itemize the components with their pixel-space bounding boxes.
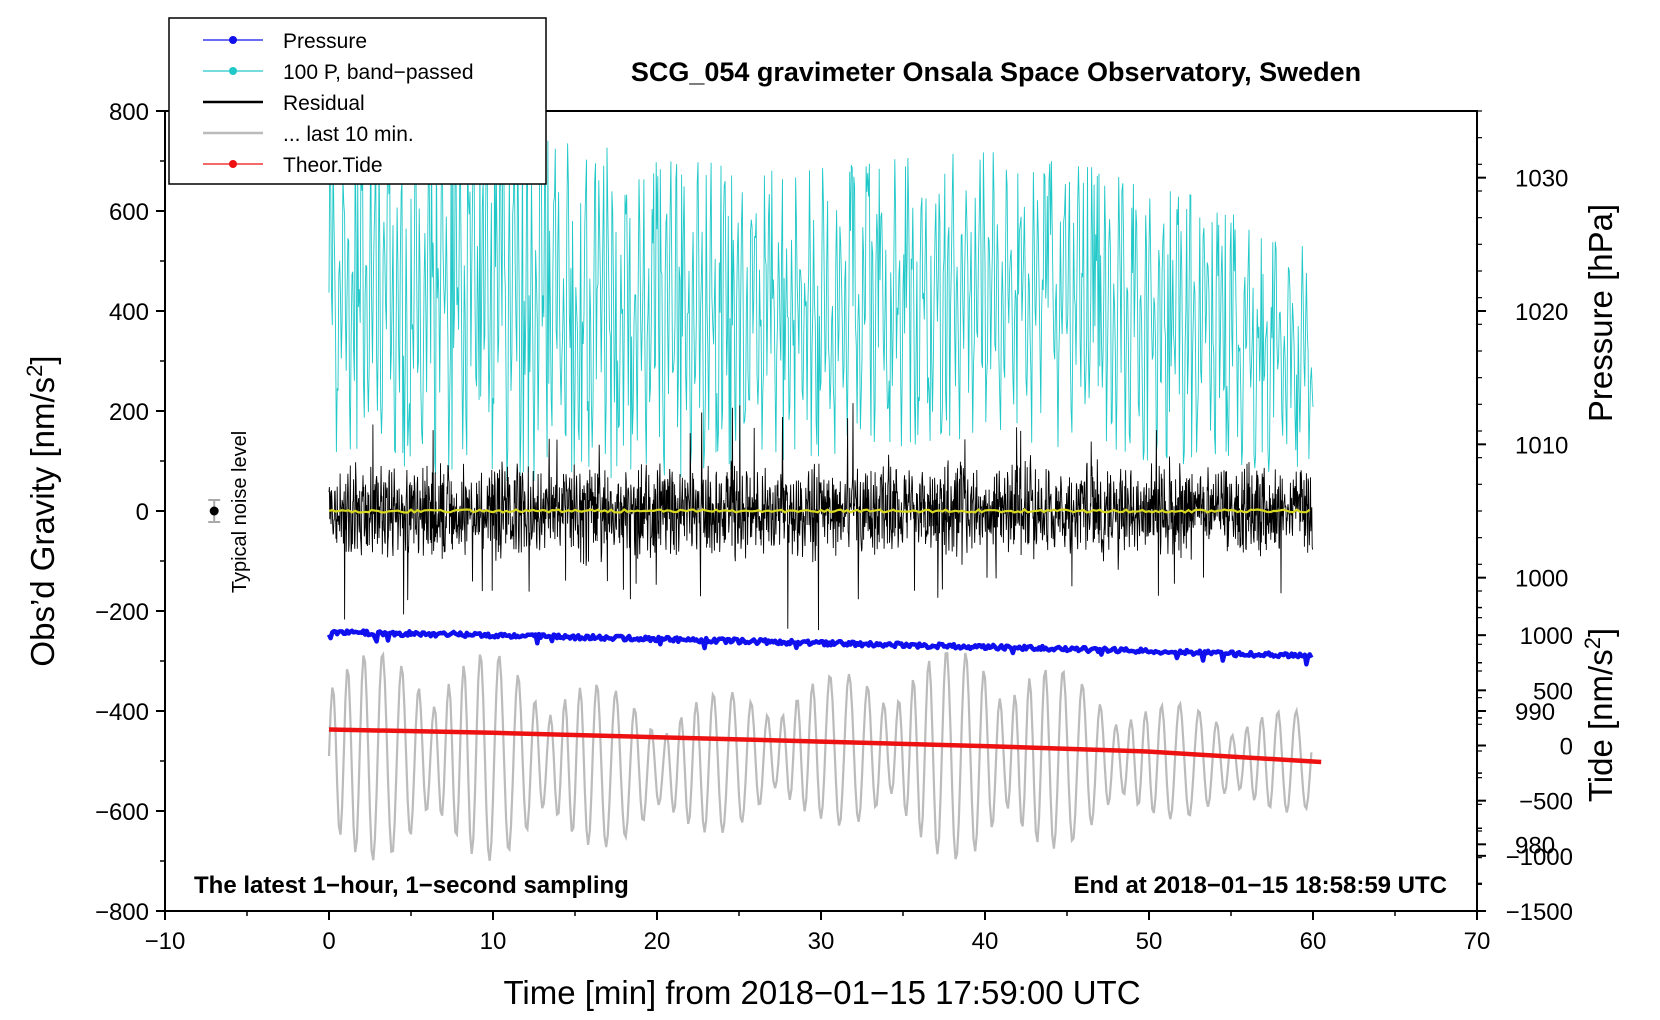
- y-right-pressure-tick-label: 1020: [1515, 299, 1568, 326]
- y-right-pressure-tick-label: 1030: [1515, 166, 1568, 193]
- y-left-tick-label: −600: [95, 799, 149, 826]
- x-tick-label: 20: [644, 928, 671, 955]
- x-tick-label: 50: [1136, 928, 1163, 955]
- legend-label-100-p-band-passed: 100 P, band−passed: [283, 61, 474, 84]
- y-left-tick-label: 200: [109, 399, 149, 426]
- bottom-left-note: The latest 1−hour, 1−second sampling: [194, 872, 629, 899]
- chart-title: SCG_054 gravimeter Onsala Space Observat…: [631, 57, 1361, 87]
- y-axis-right-tide-title: Tide [nm/s2]: [1580, 628, 1620, 802]
- x-tick-label: −10: [145, 928, 186, 955]
- x-tick-label: 30: [808, 928, 835, 955]
- y-right-tide-tick-label: 500: [1533, 678, 1573, 705]
- legend-label-last-10-min: ... last 10 min.: [283, 123, 414, 146]
- y-left-tick-label: −200: [95, 599, 149, 626]
- x-tick-label: 0: [322, 928, 335, 955]
- legend: Pressure 100 P, band−passed Residual ... la…: [168, 17, 547, 185]
- series-smoothed-residual-line: [328, 508, 1311, 514]
- y-left-tick-label: 800: [109, 99, 149, 126]
- y-axis-right-pressure-title: Pressure [hPa]: [1582, 204, 1619, 422]
- x-tick-label: 70: [1464, 928, 1491, 955]
- legend-marker-100-p-band-passed: [229, 67, 237, 75]
- x-tick-label: 10: [480, 928, 507, 955]
- y-left-tick-label: −400: [95, 699, 149, 726]
- y-left-tick-label: 0: [136, 499, 149, 526]
- y-right-tide-tick-label: 1000: [1520, 623, 1573, 650]
- y-right-pressure-tick-label: 1000: [1515, 566, 1568, 593]
- y-axis-left-title-superscript: 2: [22, 365, 47, 377]
- legend-label-theor-tide: Theor.Tide: [283, 154, 383, 177]
- noise-level-label: Typical noise level: [229, 431, 251, 593]
- y-left-tick-label: 600: [109, 199, 149, 226]
- legend-label-residual: Residual: [283, 92, 365, 115]
- y-right-pressure-tick-label: 1010: [1515, 432, 1568, 459]
- y-right-pressure-tick-label: 980: [1515, 832, 1555, 859]
- x-axis-title: Time [min] from 2018−01−15 17:59:00 UTC: [503, 974, 1140, 1011]
- data-layer: [208, 122, 1322, 861]
- legend-label-pressure: Pressure: [283, 30, 367, 53]
- y-right-tide-tick-label: −1500: [1506, 899, 1573, 926]
- y-right-pressure-tick-label: 990: [1515, 699, 1555, 726]
- ticks-layer: −10 0 10 20 30 40 50 60 708006004002000−200−400−…: [95, 99, 1573, 955]
- y-right-tide-tick-label: 0: [1560, 734, 1573, 761]
- x-tick-label: 40: [972, 928, 999, 955]
- series-residual-line: [328, 403, 1314, 631]
- labels-layer: SCG_054 gravimeter Onsala Space Observat…: [22, 57, 1620, 1011]
- series-pressure-line: [326, 628, 1314, 667]
- y-left-tick-label: −800: [95, 899, 149, 926]
- legend-marker-pressure: [229, 36, 237, 44]
- y-right-tide-tick-label: −500: [1519, 789, 1573, 816]
- y-axis-right-tide-title-superscript: 2: [1580, 637, 1605, 649]
- series-bandpassed-pressure-line: [328, 122, 1314, 482]
- series-theoretical-tide-line: [328, 727, 1322, 765]
- bottom-right-note: End at 2018−01−15 18:58:59 UTC: [1073, 872, 1447, 899]
- y-axis-left-title: Obs’d Gravity [nm/s2]: [22, 355, 62, 666]
- noise-point: [209, 506, 219, 516]
- legend-marker-theor-tide: [229, 160, 237, 168]
- x-tick-label: 60: [1300, 928, 1327, 955]
- y-left-tick-label: 400: [109, 299, 149, 326]
- series-last-10-min-line: [327, 651, 1313, 861]
- y-right-tide-tick-label: −1000: [1506, 844, 1573, 871]
